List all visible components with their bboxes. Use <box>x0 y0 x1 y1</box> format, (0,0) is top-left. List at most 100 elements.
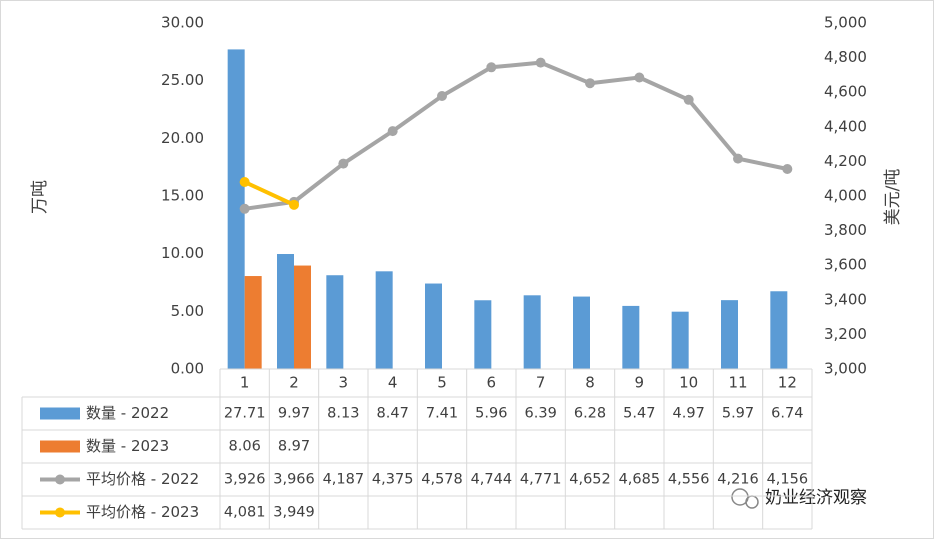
bar <box>523 295 541 369</box>
watermark: 奶业经济观察 <box>731 488 867 509</box>
table-cell: 8.97 <box>278 439 310 455</box>
y2-tick-label: 3,400 <box>824 290 867 308</box>
bar <box>425 283 442 369</box>
table-cell: 8.06 <box>229 439 261 455</box>
legend-key <box>55 507 65 518</box>
table-cell: 4,187 <box>323 472 365 488</box>
y2-tick-label: 4,800 <box>824 48 867 66</box>
table-cell: 4,744 <box>471 472 513 488</box>
y-tick-label: 20.00 <box>161 129 204 147</box>
bar <box>294 265 311 369</box>
table-cell: 3,949 <box>273 505 315 521</box>
table-cell: 7.41 <box>426 406 458 422</box>
table-cell: 6.39 <box>525 406 557 422</box>
table-cell: 4,556 <box>668 472 710 488</box>
table-cell: 8.13 <box>327 406 359 422</box>
line-marker <box>239 203 250 214</box>
table-cell: 6.28 <box>574 406 606 422</box>
table-cell: 3,966 <box>273 472 315 488</box>
y2-tick-label: 4,000 <box>824 187 867 205</box>
table-cell: 8.47 <box>377 406 409 422</box>
line <box>243 180 295 207</box>
table-cell: 5.47 <box>623 406 655 422</box>
y2-axis-label: 美元/吨 <box>883 169 903 226</box>
y2-tick-label: 3,600 <box>824 256 867 274</box>
bar <box>721 300 738 369</box>
legend-key <box>55 474 65 485</box>
x-tick-label: 8 <box>585 374 595 392</box>
line-marker <box>437 91 447 102</box>
y-tick-label: 0.00 <box>171 360 204 378</box>
table-cell: 4,081 <box>224 505 266 521</box>
y-tick-label: 10.00 <box>161 244 204 262</box>
legend-label: 数量 - 2022 <box>86 404 169 422</box>
x-tick-label: 1 <box>240 374 250 392</box>
y2-tick-label: 4,600 <box>824 83 867 101</box>
x-tick-label: 4 <box>388 374 398 392</box>
y2-tick-label: 3,000 <box>824 360 867 378</box>
x-tick-label: 7 <box>536 374 546 392</box>
table-cell: 27.71 <box>224 406 266 422</box>
table-cell: 4,685 <box>619 472 661 488</box>
legend-key <box>40 440 80 453</box>
bar <box>770 291 788 369</box>
bar <box>227 49 245 369</box>
table-cell: 4,652 <box>569 472 611 488</box>
line-marker <box>289 199 299 210</box>
x-tick-label: 11 <box>728 374 747 392</box>
bar <box>375 271 393 369</box>
y-tick-label: 15.00 <box>161 187 204 205</box>
table-cell: 5.96 <box>475 406 507 422</box>
table-cell: 4,578 <box>421 472 463 488</box>
line-marker <box>387 126 398 137</box>
x-tick-label: 3 <box>339 374 349 392</box>
table-cell: 9.97 <box>278 406 310 422</box>
legend-label: 平均价格 - 2022 <box>86 470 199 488</box>
line-marker <box>782 164 793 175</box>
legend-label: 平均价格 - 2023 <box>86 503 199 521</box>
line-marker <box>585 78 595 89</box>
y-tick-label: 5.00 <box>171 302 204 320</box>
line-marker <box>683 94 694 105</box>
x-tick-label: 2 <box>289 374 299 392</box>
line-marker <box>634 72 645 83</box>
x-tick-label: 6 <box>487 374 497 392</box>
table-cell: 4,216 <box>717 472 759 488</box>
table-cell: 6.74 <box>771 406 803 422</box>
line <box>244 60 788 211</box>
table-cell: 4,375 <box>372 472 414 488</box>
line-marker <box>733 153 743 164</box>
x-tick-label: 5 <box>437 374 447 392</box>
y2-tick-label: 4,200 <box>824 152 867 170</box>
x-tick-label: 10 <box>679 374 698 392</box>
table-cell: 3,926 <box>224 472 266 488</box>
y-tick-label: 25.00 <box>161 71 204 89</box>
line-marker <box>486 62 497 73</box>
bar <box>474 300 492 369</box>
bar <box>622 305 640 369</box>
bar <box>277 254 294 369</box>
bar <box>244 276 262 369</box>
y2-tick-label: 3,800 <box>824 221 867 239</box>
bar <box>671 311 689 369</box>
legend-key <box>40 407 80 420</box>
legend-label: 数量 - 2023 <box>86 437 169 455</box>
line-marker <box>535 57 546 68</box>
x-tick-label: 9 <box>635 374 645 392</box>
table-cell: 5.97 <box>722 406 754 422</box>
y-axis-label: 万吨 <box>30 180 50 214</box>
bar <box>573 296 590 369</box>
table-cell: 4,156 <box>767 472 809 488</box>
y2-tick-label: 3,200 <box>824 325 867 343</box>
line-marker <box>239 176 250 187</box>
table-cell: 4.97 <box>673 406 705 422</box>
y2-tick-label: 4,400 <box>824 117 867 135</box>
y-tick-label: 30.00 <box>161 14 204 32</box>
line-marker <box>338 158 349 169</box>
bar <box>326 275 344 369</box>
y2-tick-label: 5,000 <box>824 14 867 32</box>
x-tick-label: 12 <box>778 374 797 392</box>
watermark-text: 奶业经济观察 <box>765 488 867 508</box>
table-cell: 4,771 <box>520 472 562 488</box>
